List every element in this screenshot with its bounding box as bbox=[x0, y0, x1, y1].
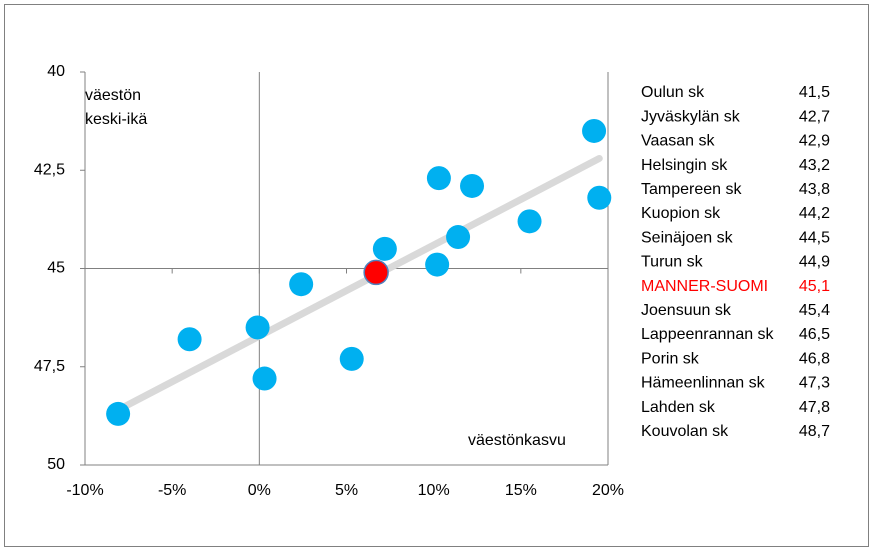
value-label: 45,4 bbox=[799, 302, 830, 319]
annotation: väestön bbox=[85, 87, 141, 104]
value-label: 46,8 bbox=[799, 350, 830, 367]
value-label: 42,7 bbox=[799, 108, 830, 125]
legend-label: Helsingin sk bbox=[641, 157, 728, 174]
legend-label: Porin sk bbox=[641, 350, 700, 367]
legend-label: Jyväskylän sk bbox=[641, 108, 741, 125]
point bbox=[517, 209, 542, 234]
value-label: 47,8 bbox=[799, 399, 830, 416]
legend-label: Seinäjoen sk bbox=[641, 229, 734, 246]
value-label: 43,2 bbox=[799, 157, 830, 174]
point bbox=[425, 252, 450, 277]
value-label: 44,5 bbox=[799, 229, 830, 246]
value-label: 41,5 bbox=[799, 84, 830, 101]
legend-label: Lahden sk bbox=[641, 399, 716, 416]
y-tick-label: 42,5 bbox=[34, 161, 65, 178]
value-label: 44,9 bbox=[799, 254, 830, 271]
x-tick-label: 5% bbox=[335, 482, 358, 499]
legend-label: MANNER-SUOMI bbox=[641, 278, 768, 295]
y-tick-label: 45 bbox=[47, 260, 65, 277]
trendline bbox=[114, 154, 603, 414]
point bbox=[587, 185, 612, 210]
value-label: 48,7 bbox=[799, 423, 830, 440]
legend-label: Kouvolan sk bbox=[641, 423, 729, 440]
x-tick-label: 20% bbox=[592, 482, 624, 499]
legend-label: Tampereen sk bbox=[641, 181, 742, 198]
point bbox=[446, 225, 471, 250]
point bbox=[582, 118, 607, 143]
annotation: väestönkasvu bbox=[468, 432, 566, 449]
legend-label: Lappeenrannan sk bbox=[641, 326, 775, 343]
point bbox=[372, 236, 397, 261]
legend-label: Oulun sk bbox=[641, 84, 705, 101]
point bbox=[363, 259, 389, 286]
legend-label: Vaasan sk bbox=[641, 133, 716, 150]
value-label: 43,8 bbox=[799, 181, 830, 198]
x-tick-label: -10% bbox=[66, 482, 103, 499]
point bbox=[289, 272, 314, 297]
point bbox=[106, 401, 131, 426]
point bbox=[252, 366, 277, 391]
x-tick-label: -5% bbox=[158, 482, 186, 499]
y-tick-label: 50 bbox=[47, 456, 65, 473]
legend-label: Turun sk bbox=[641, 254, 704, 271]
x-tick-label: 10% bbox=[418, 482, 450, 499]
annotation: keski-ikä bbox=[85, 111, 147, 128]
value-label: 44,2 bbox=[799, 205, 830, 222]
x-tick-label: 0% bbox=[248, 482, 271, 499]
point bbox=[339, 346, 364, 371]
value-label: 45,1 bbox=[799, 278, 830, 295]
legend-label: Hämeenlinnan sk bbox=[641, 375, 766, 392]
value-label: 42,9 bbox=[799, 133, 830, 150]
value-label: 46,5 bbox=[799, 326, 830, 343]
legend-label: Kuopion sk bbox=[641, 205, 721, 222]
x-tick-label: 15% bbox=[505, 482, 537, 499]
legend-label: Joensuun sk bbox=[641, 302, 732, 319]
y-tick-label: 40 bbox=[47, 63, 65, 80]
point bbox=[426, 166, 451, 191]
value-label: 47,3 bbox=[799, 375, 830, 392]
point bbox=[177, 327, 202, 352]
point bbox=[245, 315, 270, 340]
y-tick-label: 47,5 bbox=[34, 358, 65, 375]
point bbox=[460, 173, 485, 198]
